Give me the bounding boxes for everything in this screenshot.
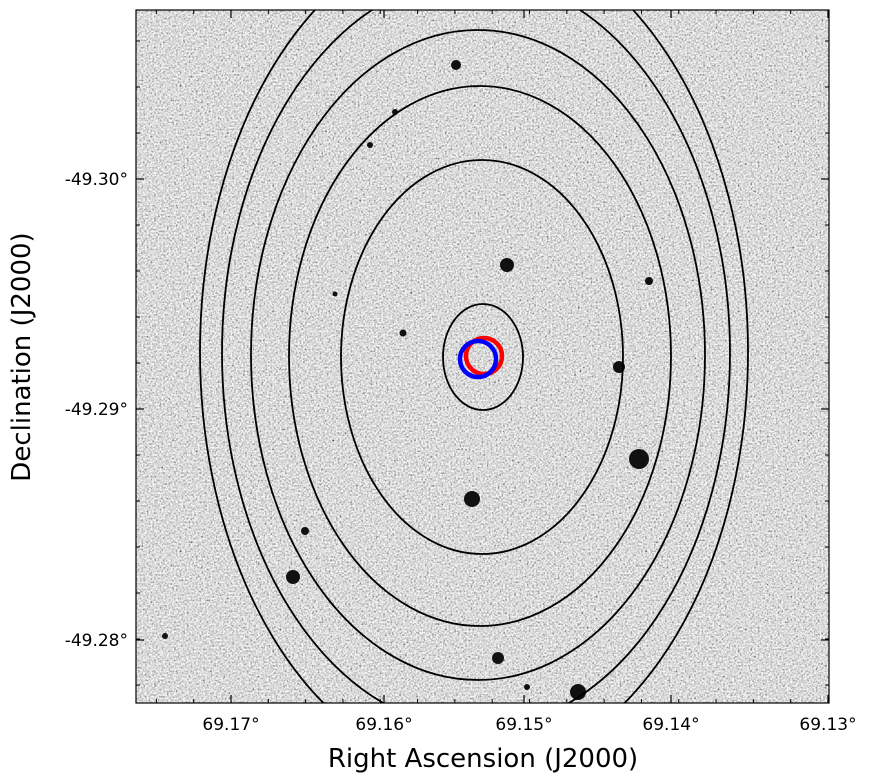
sources-layer <box>162 60 653 700</box>
contour-2 <box>340 159 624 555</box>
minor-ticks <box>136 10 829 703</box>
y-tick-label: -49.28° <box>65 631 128 651</box>
contour-3 <box>288 85 672 627</box>
x-tick-label: 69.16° <box>355 715 412 735</box>
x-tick-label: 69.14° <box>642 715 699 735</box>
contour-lines <box>199 10 749 703</box>
sky-image <box>136 10 829 703</box>
x-tick-label: 69.17° <box>202 715 259 735</box>
contour-5 <box>221 10 731 703</box>
blue-marker-circle <box>457 338 499 380</box>
y-tick-label: -49.29° <box>65 400 128 420</box>
contour-4 <box>250 29 706 681</box>
contour-1 <box>442 303 524 411</box>
y-axis-label: Declination (J2000) <box>7 232 37 481</box>
contour-6 <box>199 10 749 703</box>
x-tick-label: 69.13° <box>799 715 856 735</box>
x-axis-label: Right Ascension (J2000) <box>328 744 638 774</box>
x-tick-label: 69.15° <box>495 715 552 735</box>
y-tick-label: -49.30° <box>65 170 128 190</box>
plot-frame <box>135 9 830 704</box>
